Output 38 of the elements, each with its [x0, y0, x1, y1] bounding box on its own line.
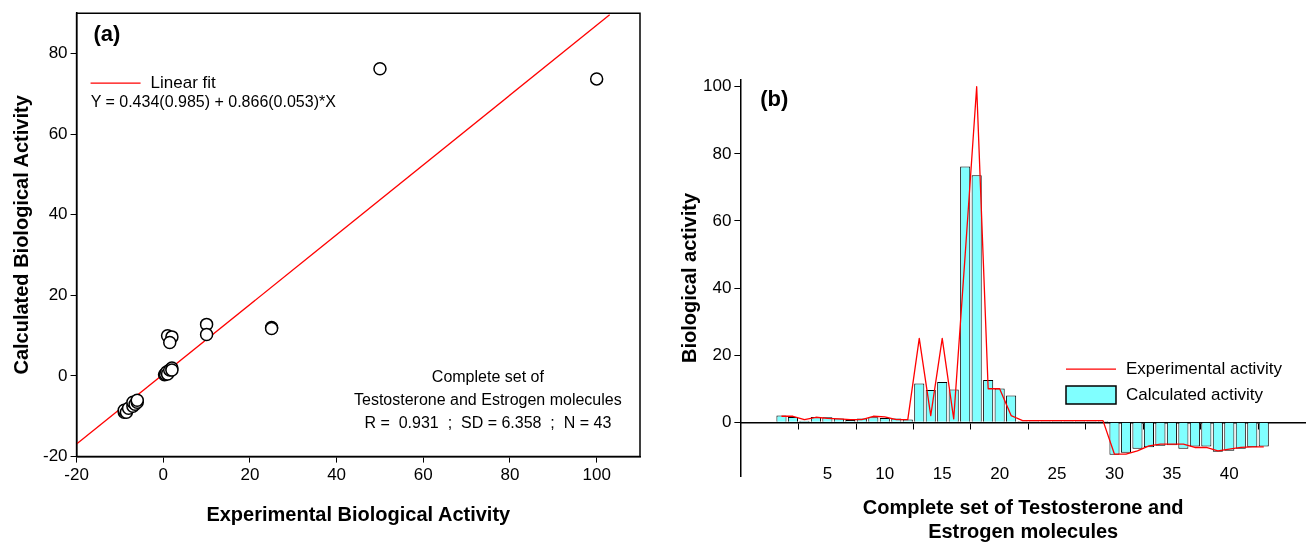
x-tick-label: -20 — [64, 465, 89, 485]
y-tick-label: 0 — [58, 365, 68, 385]
legend-label: Experimental activity — [1126, 358, 1283, 378]
x-tick-label: 25 — [1047, 464, 1067, 484]
y-tick-label: -20 — [42, 446, 68, 466]
annotation: (a) — [93, 21, 121, 47]
x-tick-label: 80 — [500, 465, 520, 485]
annotation: Complete set of Testosterone and Estrogen molecules R = 0.931 ; SD = 6.358 ; N = 43 — [354, 368, 622, 432]
y-tick-label: 0 — [721, 411, 732, 431]
y-tick-label: 80 — [712, 143, 732, 163]
x-tick-label: 15 — [932, 464, 952, 484]
x-axis-title: Complete set of Testosterone and Estrogen molecules — [862, 495, 1184, 542]
y-tick-label: 40 — [48, 204, 68, 224]
y-tick-label: 100 — [702, 76, 732, 96]
x-tick-label: 5 — [822, 464, 833, 484]
y-tick-label: 80 — [48, 43, 68, 63]
legend-label: Calculated activity — [1126, 384, 1264, 404]
x-tick-label: 30 — [1105, 464, 1124, 484]
x-tick-label: 20 — [240, 465, 260, 485]
legend-label: Linear fit — [150, 72, 217, 92]
x-tick-label: 60 — [413, 465, 433, 485]
y-tick-label: 60 — [712, 210, 732, 230]
x-tick-label: 35 — [1162, 464, 1182, 484]
x-tick-label: 100 — [582, 465, 611, 485]
annotation: Y = 0.434(0.985) + 0.866(0.053)*X — [90, 93, 337, 111]
y-axis-title: Calculated Biological Activity — [9, 94, 32, 375]
x-tick-label: 0 — [158, 465, 168, 485]
annotation: (b) — [760, 86, 789, 112]
x-axis-title: Experimental Biological Activity — [206, 502, 512, 525]
x-tick-label: 20 — [990, 464, 1010, 484]
y-tick-label: 40 — [712, 277, 732, 297]
y-tick-label: 20 — [48, 285, 68, 305]
y-tick-label: 20 — [712, 344, 732, 364]
y-axis-title: Biological activity — [677, 192, 700, 364]
x-tick-label: 40 — [1219, 464, 1239, 484]
x-tick-label: 10 — [875, 464, 895, 484]
x-tick-label: 40 — [327, 465, 347, 485]
y-tick-label: 60 — [48, 123, 68, 143]
